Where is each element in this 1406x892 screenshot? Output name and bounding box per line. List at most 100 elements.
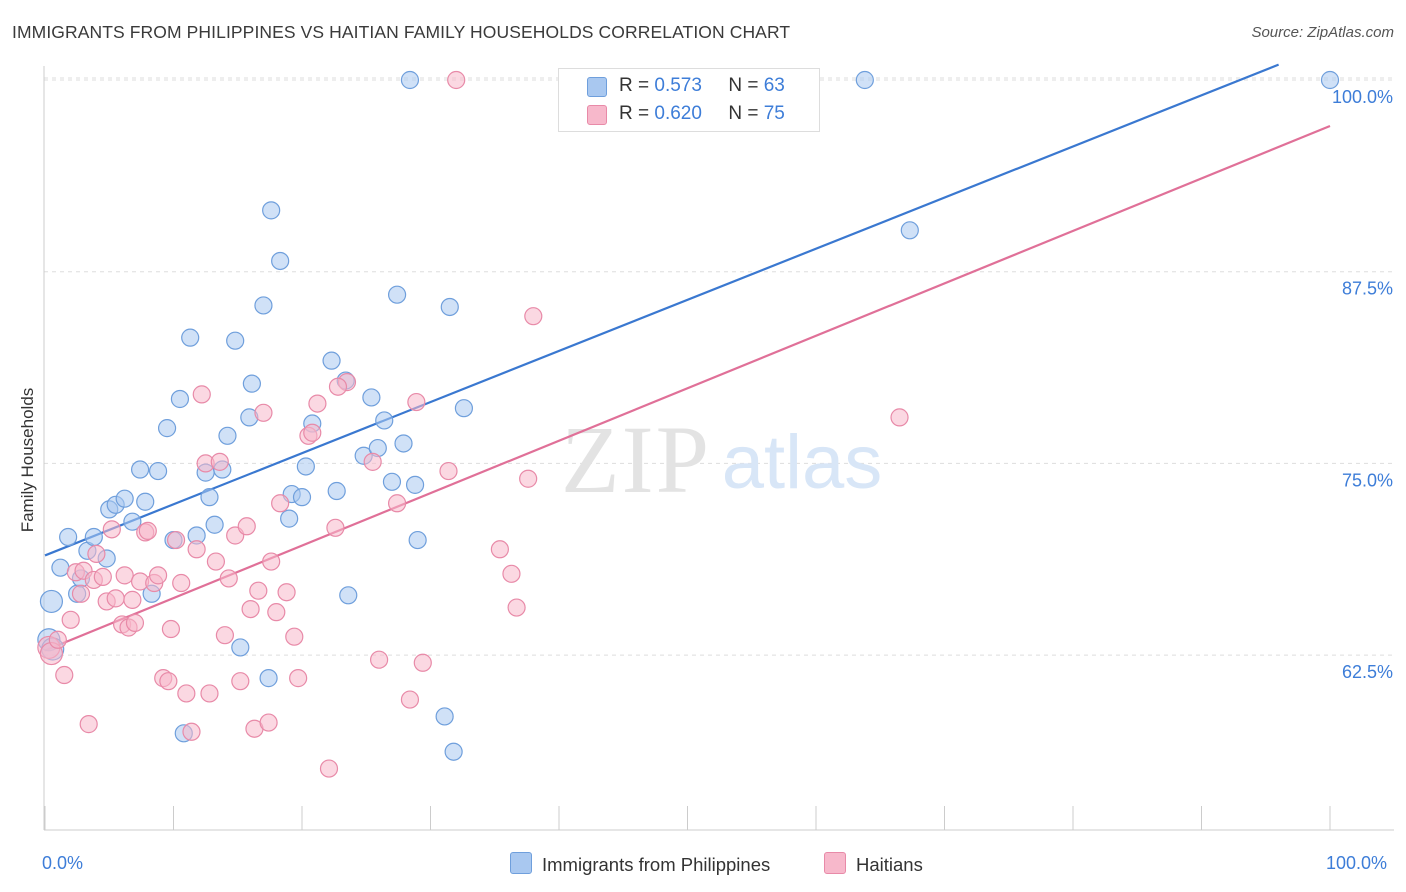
r-label: R = bbox=[619, 103, 650, 124]
haitians-point bbox=[55, 665, 74, 685]
philippines-point bbox=[226, 331, 245, 350]
philippines-point bbox=[327, 481, 346, 501]
philippines-point bbox=[231, 638, 250, 657]
philippines-point bbox=[59, 527, 78, 547]
haitians-point bbox=[519, 469, 538, 488]
haitians-point bbox=[48, 630, 67, 649]
haitians-point bbox=[79, 715, 98, 734]
haitians-point bbox=[289, 669, 308, 688]
philippines-point bbox=[84, 527, 103, 547]
philippines-point bbox=[444, 742, 463, 761]
haitians-point bbox=[159, 672, 178, 691]
philippines-point bbox=[148, 461, 168, 481]
axes bbox=[43, 66, 1394, 831]
haitians-point bbox=[407, 392, 426, 412]
philippines-point bbox=[200, 488, 219, 507]
philippines-r-value: 0.573 bbox=[654, 75, 702, 96]
haitians-point bbox=[400, 690, 420, 709]
watermark-atlas: atlas bbox=[722, 420, 883, 505]
philippines-point bbox=[280, 509, 299, 528]
philippines-trend-line bbox=[44, 63, 1280, 557]
haitians-point bbox=[319, 759, 339, 778]
philippines-point bbox=[408, 530, 427, 550]
haitians-point bbox=[277, 583, 296, 602]
haitians-point bbox=[115, 566, 134, 585]
philippines-point bbox=[435, 707, 454, 726]
n-label: N = bbox=[728, 75, 759, 96]
haitians-point bbox=[138, 521, 157, 540]
philippines-point bbox=[1320, 70, 1340, 90]
haitians-point bbox=[308, 394, 327, 413]
haitians-point bbox=[182, 722, 201, 741]
philippines-point bbox=[375, 411, 394, 430]
haitians-trend-line bbox=[44, 124, 1331, 652]
haitians-point bbox=[254, 403, 273, 422]
watermark-zip: ZIP bbox=[561, 406, 711, 513]
philippines-point bbox=[242, 374, 261, 393]
philippines-swatch bbox=[587, 77, 607, 97]
haitians-point bbox=[328, 377, 348, 396]
haitians-point bbox=[413, 653, 432, 672]
haitians-point bbox=[303, 423, 322, 442]
philippines-point bbox=[170, 389, 190, 409]
haitians-point bbox=[370, 650, 389, 669]
haitians-legend-row: R = 0.620 N = 75 bbox=[619, 103, 785, 125]
philippines-point bbox=[259, 669, 278, 688]
haitians-legend-swatch bbox=[824, 852, 846, 874]
y-tick-label: 75.0% bbox=[1342, 470, 1393, 490]
philippines-point bbox=[115, 489, 134, 508]
philippines-n-value: 63 bbox=[763, 75, 785, 96]
haitians-point bbox=[249, 581, 268, 600]
haitians-point bbox=[161, 619, 181, 639]
philippines-point bbox=[218, 426, 237, 445]
philippines-point bbox=[382, 472, 402, 491]
philippines-point bbox=[51, 558, 70, 577]
philippines-legend-row: R = 0.573 N = 63 bbox=[619, 75, 785, 97]
legend-item-haitians: Haitians bbox=[824, 852, 923, 876]
haitians-point bbox=[267, 603, 286, 622]
haitians-point bbox=[363, 452, 382, 471]
y-tick-label: 100.0% bbox=[1332, 87, 1393, 107]
philippines-point bbox=[339, 586, 358, 605]
philippines-point bbox=[440, 297, 459, 317]
haitians-point bbox=[262, 552, 281, 571]
haitians-n-value: 75 bbox=[763, 103, 785, 124]
tick-labels: 62.5% 75.0% 87.5% 100.0% bbox=[1332, 87, 1393, 682]
haitians-point bbox=[71, 584, 91, 603]
philippines-point bbox=[271, 251, 290, 271]
haitians-point bbox=[219, 569, 238, 588]
correlation-legend: R = 0.573 N = 63 R = 0.620 N = 75 bbox=[558, 68, 820, 132]
philippines-legend-label: Immigrants from Philippines bbox=[542, 854, 771, 875]
philippines-point bbox=[39, 589, 64, 614]
watermark: ZIP atlas bbox=[561, 406, 882, 513]
haitians-point bbox=[890, 408, 909, 427]
r-label: R = bbox=[619, 75, 650, 96]
haitians-point bbox=[187, 540, 206, 559]
philippines-point bbox=[405, 475, 425, 494]
philippines-point bbox=[136, 492, 155, 511]
philippines-legend-swatch bbox=[510, 852, 532, 874]
y-tick-label: 62.5% bbox=[1342, 662, 1393, 682]
philippines-point bbox=[262, 201, 281, 220]
chart-title: IMMIGRANTS FROM PHILIPPINES VS HAITIAN F… bbox=[12, 22, 791, 42]
haitians-point bbox=[148, 566, 168, 585]
haitians-point bbox=[102, 520, 121, 539]
haitians-point bbox=[524, 307, 543, 326]
data-points bbox=[37, 70, 1340, 778]
philippines-point bbox=[157, 419, 177, 438]
x-tick-min: 0.0% bbox=[42, 853, 84, 873]
philippines-point bbox=[130, 460, 150, 479]
haitians-point bbox=[166, 530, 186, 550]
legend-item-philippines: Immigrants from Philippines bbox=[510, 852, 770, 876]
haitians-point bbox=[206, 552, 226, 571]
philippines-point bbox=[205, 515, 224, 534]
n-label: N = bbox=[728, 103, 759, 124]
philippines-point bbox=[254, 296, 273, 315]
haitians-point bbox=[259, 713, 278, 732]
haitians-legend-label: Haitians bbox=[856, 854, 923, 875]
haitians-point bbox=[177, 684, 196, 703]
haitians-swatch bbox=[587, 105, 607, 125]
haitians-point bbox=[326, 518, 345, 537]
haitians-point bbox=[231, 672, 250, 691]
x-tick-max: 100.0% bbox=[1326, 853, 1388, 873]
